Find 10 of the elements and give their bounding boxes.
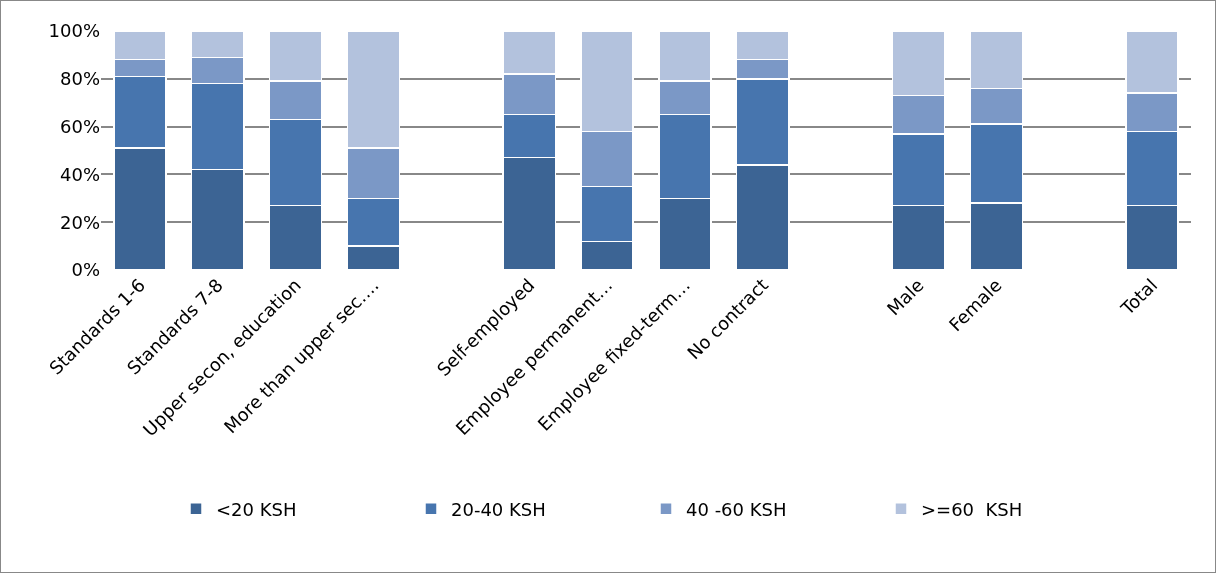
y-tick-label: 0%: [71, 259, 100, 281]
legend-label: <20 KSH: [216, 498, 297, 520]
y-tick-label: 80%: [59, 68, 100, 90]
legend-label: 40 -60 KSH: [686, 498, 787, 520]
legend-label: 20-40 KSH: [451, 498, 546, 520]
y-tick-label: 60%: [59, 115, 100, 137]
y-tick-label: 100%: [48, 20, 100, 42]
y-tick-label: 40%: [59, 163, 100, 185]
legend-label: >=60 KSH: [921, 498, 1023, 520]
y-tick-label: 20%: [59, 211, 100, 233]
